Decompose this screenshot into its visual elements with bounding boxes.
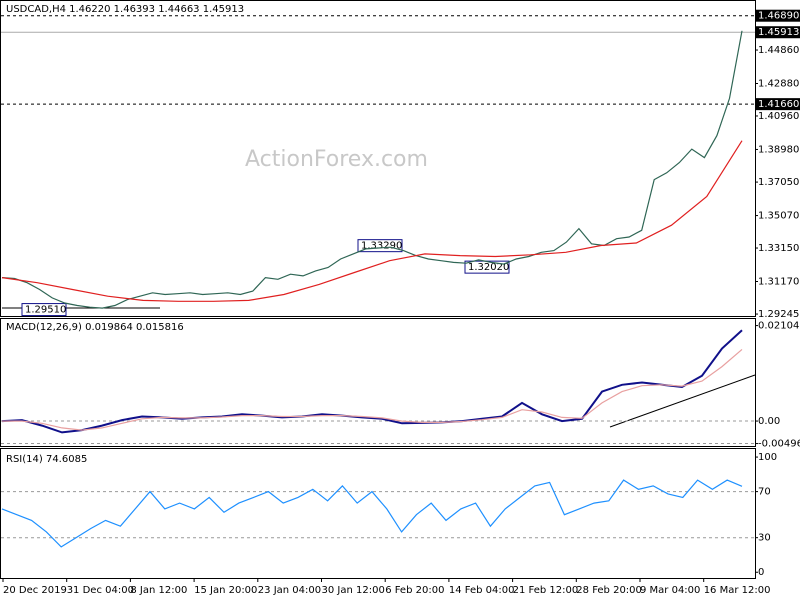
x-tick-label: 6 Feb 20:00 bbox=[385, 585, 444, 596]
annotation-label: 1.33290 bbox=[361, 241, 402, 252]
y-tick-label: 30 bbox=[758, 533, 771, 544]
price-title: USDCAD,H4 1.46220 1.46393 1.44663 1.4591… bbox=[6, 4, 244, 15]
x-tick-label: 16 Mar 12:00 bbox=[704, 585, 771, 596]
watermark: ActionForex.com bbox=[245, 147, 428, 172]
x-tick-label: 28 Feb 20:00 bbox=[576, 585, 642, 596]
y-tick-label: 0.021047 bbox=[758, 321, 800, 332]
annotation-label: 1.32020 bbox=[468, 262, 509, 273]
x-tick-label: 30 Jan 12:00 bbox=[322, 585, 385, 596]
level-box bbox=[756, 98, 800, 111]
x-tick-label: 15 Jan 20:00 bbox=[194, 585, 257, 596]
level-label: 1.45913 bbox=[758, 27, 799, 38]
x-tick-label: 21 Feb 12:00 bbox=[513, 585, 579, 596]
x-tick-label: 20 Dec 2019 bbox=[3, 585, 67, 596]
rsi-panel bbox=[0, 448, 756, 579]
y-tick-label: 70 bbox=[758, 487, 771, 498]
y-tick-label: 0 bbox=[758, 567, 764, 578]
series-line bbox=[1, 140, 743, 302]
series-line bbox=[2, 348, 743, 431]
series-line bbox=[1, 329, 743, 434]
x-tick-label: 23 Jan 04:00 bbox=[258, 585, 321, 596]
y-tick-label: 1.42880 bbox=[758, 79, 799, 90]
level-label: 1.41660 bbox=[758, 99, 799, 110]
series-line bbox=[1, 479, 743, 548]
y-tick-label: 1.44860 bbox=[758, 45, 799, 56]
level-box bbox=[756, 26, 800, 39]
macd-title: MACD(12,26,9) 0.019864 0.015816 bbox=[6, 322, 184, 333]
x-tick-label: 14 Feb 04:00 bbox=[449, 585, 515, 596]
y-tick-label: 1.35070 bbox=[758, 211, 799, 222]
y-tick-label: 1.29245 bbox=[758, 309, 799, 320]
price-panel bbox=[0, 0, 756, 317]
y-tick-label: 1.38980 bbox=[758, 144, 799, 155]
y-tick-label: 0.00 bbox=[758, 416, 780, 427]
y-tick-label: 1.31170 bbox=[758, 277, 799, 288]
x-tick-label: 9 Mar 04:00 bbox=[640, 585, 700, 596]
macd-panel bbox=[0, 318, 756, 447]
y-tick-label: 1.37050 bbox=[758, 177, 799, 188]
series-line bbox=[1, 30, 743, 309]
annotation-box bbox=[21, 303, 67, 317]
y-tick-label: 1.33150 bbox=[758, 243, 799, 254]
x-tick-label: 8 Jan 12:00 bbox=[130, 585, 187, 596]
annotation-label: 1.29510 bbox=[25, 305, 66, 316]
y-tick-label: 100 bbox=[758, 452, 777, 463]
level-box bbox=[756, 9, 800, 22]
y-tick-label: 1.40960 bbox=[758, 111, 799, 122]
level-label: 1.46890 bbox=[758, 11, 799, 22]
rsi-title: RSI(14) 74.6085 bbox=[6, 454, 87, 465]
trend-line bbox=[609, 374, 756, 428]
x-tick-label: 31 Dec 04:00 bbox=[67, 585, 134, 596]
